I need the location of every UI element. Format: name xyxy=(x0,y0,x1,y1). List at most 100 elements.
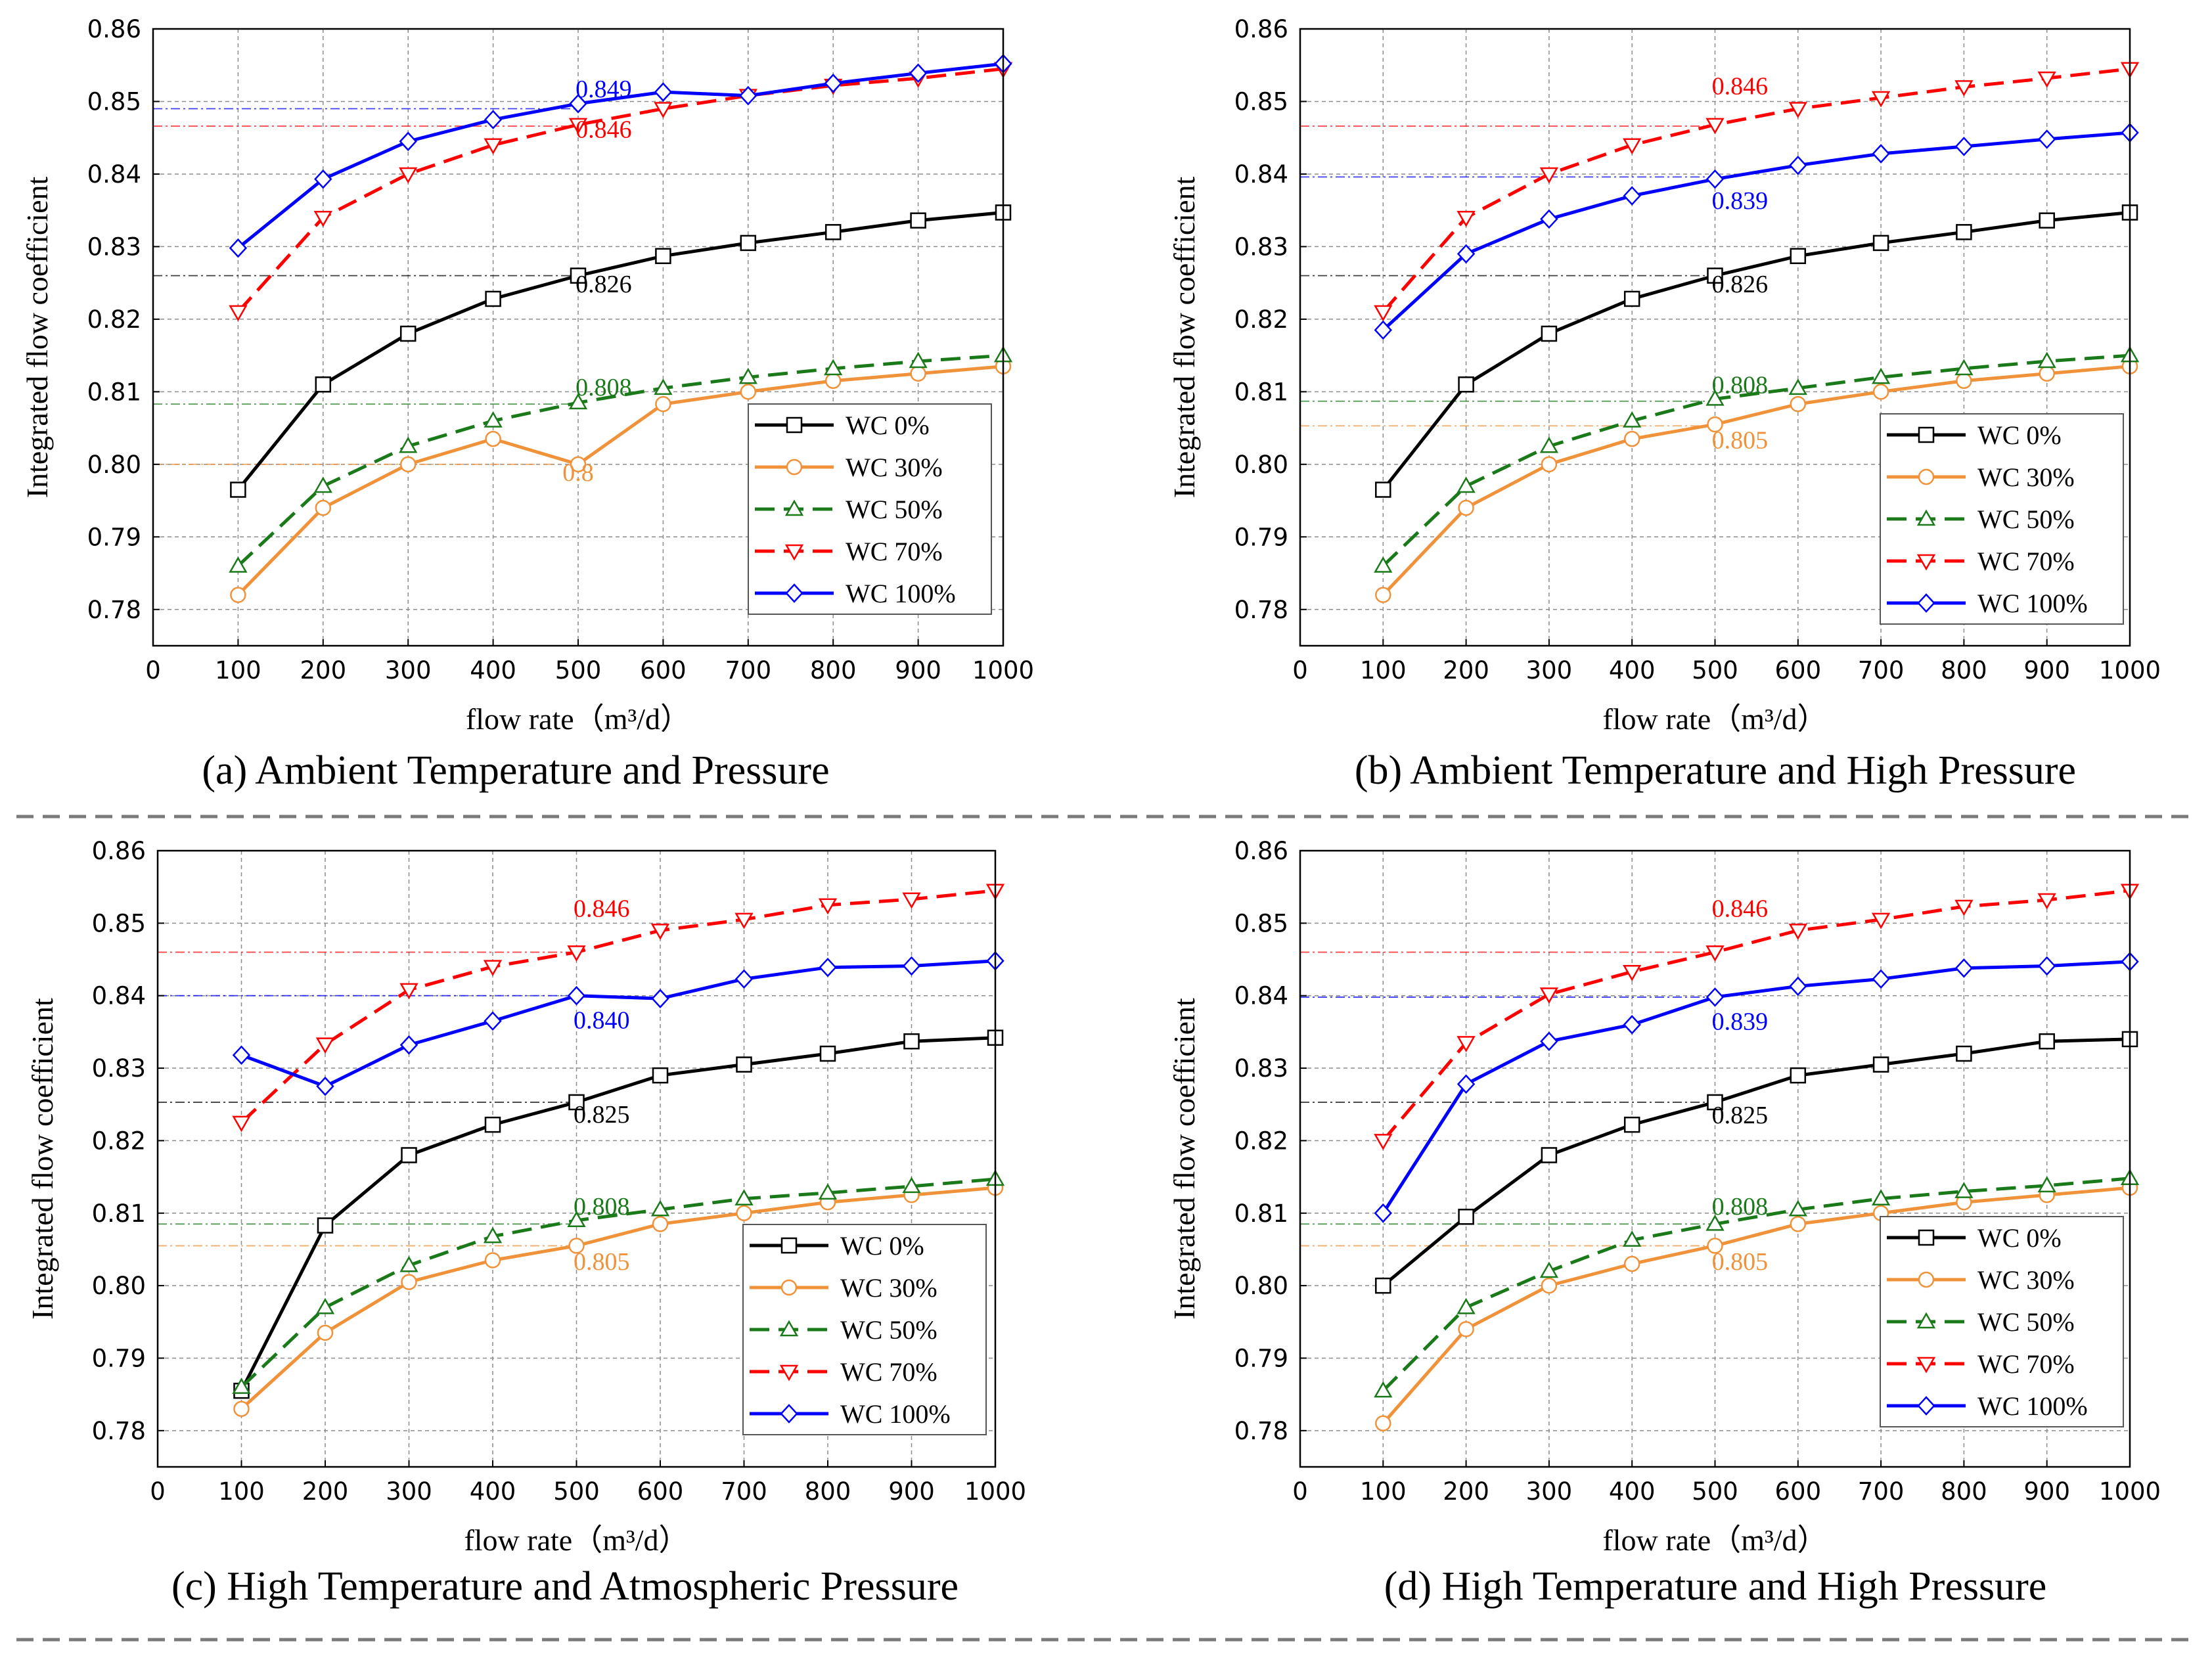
data-point xyxy=(654,82,673,102)
data-point xyxy=(568,1238,585,1254)
y-tick-label: 0.82 xyxy=(1234,305,1288,334)
data-point xyxy=(1705,389,1725,406)
data-point xyxy=(567,985,586,1006)
data-point xyxy=(1458,376,1474,393)
legend-label: WC 0% xyxy=(846,411,930,440)
data-point xyxy=(1375,1415,1391,1432)
data-point xyxy=(1623,411,1642,428)
data-point xyxy=(1871,367,1891,384)
data-point xyxy=(654,378,673,395)
y-tick-label: 0.79 xyxy=(1234,523,1288,551)
data-point xyxy=(1623,186,1641,206)
data-point xyxy=(1456,244,1476,264)
data-point xyxy=(1456,1297,1476,1314)
legend-label: WC 30% xyxy=(1977,1265,2075,1295)
y-tick-label: 0.80 xyxy=(92,1272,146,1300)
y-tick-label: 0.85 xyxy=(1234,87,1288,116)
legend-label: WC 30% xyxy=(1977,462,2075,492)
x-tick-label: 700 xyxy=(1858,656,1905,684)
y-tick-label: 0.86 xyxy=(1234,837,1288,865)
series-line-wc100 xyxy=(1382,131,2131,332)
x-tick-label: 600 xyxy=(637,1477,684,1506)
data-point xyxy=(902,892,921,909)
legend-marker xyxy=(780,1279,798,1296)
y-tick-label: 0.80 xyxy=(1234,451,1288,479)
series-line-wc30 xyxy=(1382,365,2131,596)
panel-b: 0.846 0.839 0.826 0.808 0.805 0 100 200 300 400 50… xyxy=(1167,15,2161,793)
x-tick-label: 1000 xyxy=(2099,656,2161,684)
data-point xyxy=(1956,1045,1972,1062)
y-tick-label: 0.78 xyxy=(92,1417,146,1445)
data-point xyxy=(655,395,671,413)
data-point xyxy=(229,238,248,258)
x-tick-label: 200 xyxy=(302,1477,349,1506)
x-tick-label: 200 xyxy=(300,656,346,684)
data-point xyxy=(1541,325,1558,342)
value-annotation: 0.808 xyxy=(1712,1193,1769,1221)
data-point xyxy=(399,131,417,152)
panel-c: 0.846 0.840 0.825 0.808 0.805 0 100 200 300 400 50… xyxy=(26,837,1026,1609)
data-point xyxy=(736,1056,752,1073)
legend-label: WC 70% xyxy=(846,537,943,566)
data-point xyxy=(1539,436,1559,453)
data-point xyxy=(313,476,332,493)
x-axis-title: flow rate（m³/d） xyxy=(1602,702,1827,736)
data-point xyxy=(399,167,418,184)
x-tick-label: 100 xyxy=(1360,656,1407,684)
data-point xyxy=(1375,587,1391,603)
y-tick-label: 0.78 xyxy=(87,596,141,624)
data-point xyxy=(650,1200,670,1217)
x-tick-label: 700 xyxy=(721,1477,767,1506)
data-point xyxy=(1707,1238,1723,1254)
y-tick-label: 0.85 xyxy=(92,909,146,937)
x-tick-label: 400 xyxy=(470,656,516,684)
value-annotation: 0.849 xyxy=(576,76,632,103)
data-point xyxy=(484,411,503,428)
data-point xyxy=(740,384,757,400)
legend-marker xyxy=(779,1320,799,1337)
data-point xyxy=(1954,1182,1974,1198)
data-point xyxy=(1956,224,1972,240)
data-point xyxy=(232,1045,251,1066)
legend-marker xyxy=(1916,554,1936,571)
data-point xyxy=(902,956,921,976)
y-tick-label: 0.82 xyxy=(92,1127,146,1155)
data-point xyxy=(1954,899,1974,916)
data-point xyxy=(1374,1134,1393,1150)
legend-label: WC 70% xyxy=(1977,1349,2075,1379)
data-point xyxy=(1541,456,1558,473)
data-point xyxy=(738,367,757,384)
legend-marker xyxy=(779,1364,799,1381)
data-point xyxy=(1788,102,1807,119)
data-point xyxy=(1374,320,1393,340)
y-tick-label: 0.86 xyxy=(87,15,141,43)
x-tick-label: 600 xyxy=(1774,1477,1821,1506)
data-point xyxy=(399,436,418,453)
legend-marker xyxy=(1917,593,1935,613)
data-point xyxy=(2037,129,2056,149)
data-point xyxy=(399,1255,418,1272)
data-point xyxy=(1872,384,1889,400)
data-point xyxy=(1871,912,1891,930)
data-point xyxy=(909,351,928,369)
series-line-wc100 xyxy=(237,62,1004,250)
value-annotation: 0.808 xyxy=(576,374,632,401)
data-point xyxy=(1705,945,1725,962)
legend-label: WC 30% xyxy=(846,453,943,482)
data-point xyxy=(315,376,332,393)
x-tick-label: 400 xyxy=(1609,1477,1656,1506)
data-point xyxy=(568,1094,585,1111)
legend-label: WC 30% xyxy=(840,1273,937,1303)
x-tick-label: 300 xyxy=(386,1477,432,1506)
data-point xyxy=(484,110,503,129)
data-point xyxy=(233,1401,250,1417)
y-tick-label: 0.84 xyxy=(1234,982,1288,1010)
data-point xyxy=(1954,958,1974,978)
legend-marker xyxy=(785,583,803,603)
value-annotation: 0.805 xyxy=(1712,427,1769,455)
data-point xyxy=(650,924,670,940)
data-point xyxy=(734,912,754,930)
x-tick-label: 200 xyxy=(1443,1477,1489,1506)
data-point xyxy=(232,1378,251,1394)
data-point xyxy=(1954,359,1974,376)
